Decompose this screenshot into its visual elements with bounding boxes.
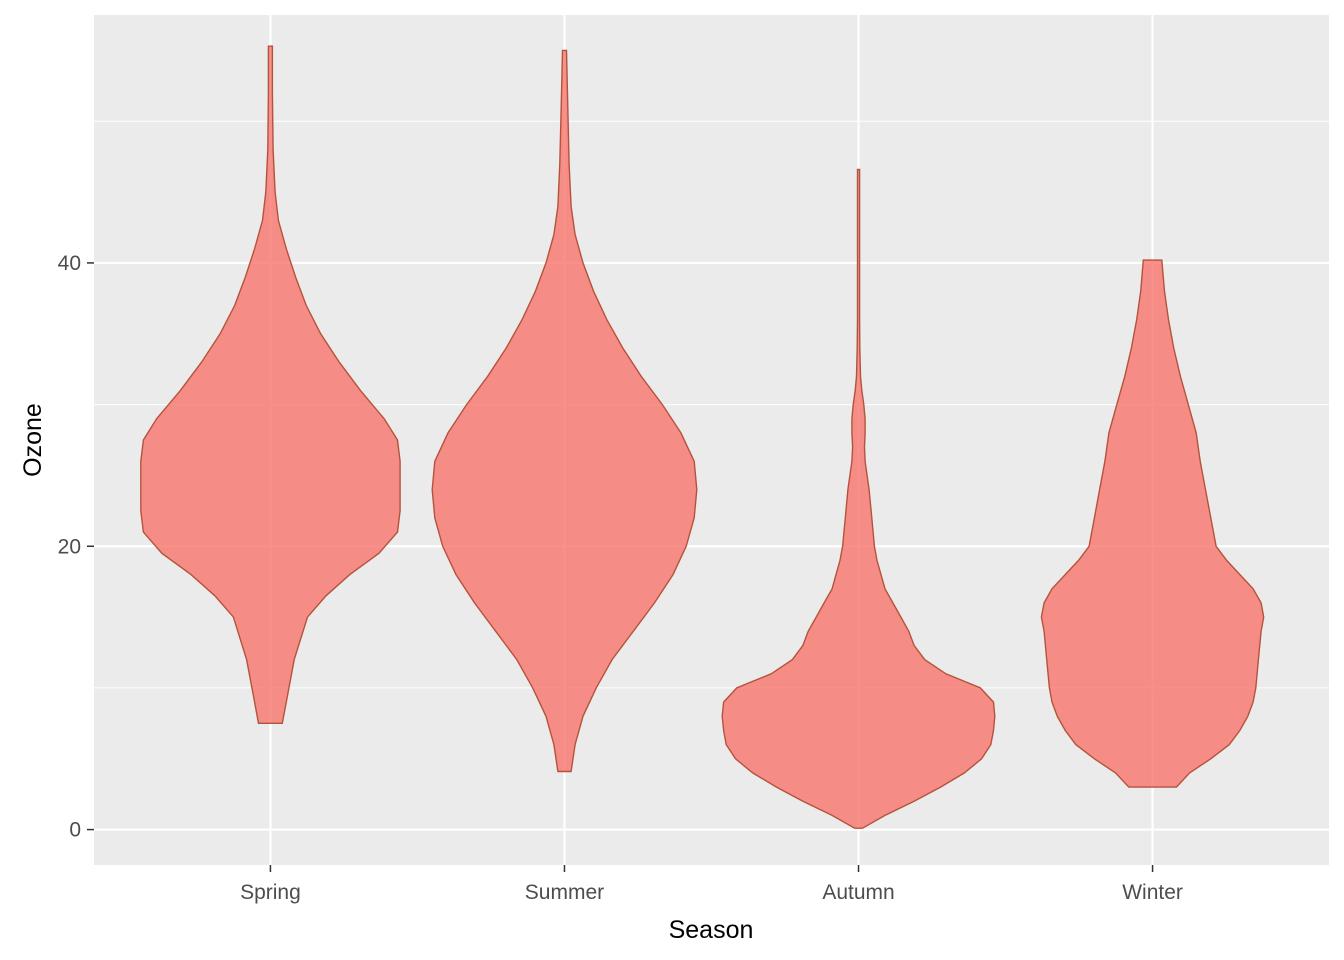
y-axis: 0 20 40 <box>58 252 94 842</box>
y-axis-title: Ozone <box>19 403 47 477</box>
x-tick-label: Summer <box>525 881 604 904</box>
violins <box>140 45 1265 829</box>
x-axis: Spring Summer Autumn Winter <box>240 865 1183 904</box>
violin-spring <box>140 45 401 724</box>
x-tick-label: Spring <box>240 881 301 904</box>
y-tick-label: 0 <box>69 819 81 842</box>
violin-autumn <box>721 168 996 829</box>
violin-summer <box>431 49 698 773</box>
x-axis-title: Season <box>669 916 754 944</box>
x-tick-label: Autumn <box>822 881 894 904</box>
y-tick-label: 20 <box>58 535 81 558</box>
violin-winter <box>1040 259 1265 788</box>
x-tick-label: Winter <box>1122 881 1183 904</box>
y-tick-label: 40 <box>58 252 81 275</box>
